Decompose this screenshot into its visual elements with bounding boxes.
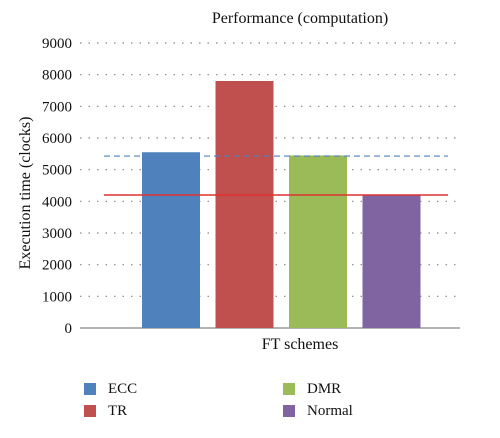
y-tick-label: 2000: [42, 258, 72, 274]
legend-label: TR: [108, 402, 128, 419]
legend-item-normal: Normal: [283, 402, 353, 420]
x-axis-label: FT schemes: [261, 336, 339, 353]
legend-item-ecc: ECC: [84, 380, 137, 398]
legend-swatch: [283, 405, 295, 417]
legend-swatch: [84, 405, 96, 417]
y-tick-label: 6000: [42, 131, 72, 147]
legend-label: Normal: [307, 402, 353, 419]
legend-label: DMR: [307, 380, 342, 397]
legend-swatch: [283, 383, 295, 395]
legend-swatch: [84, 383, 96, 395]
bar-normal: [362, 195, 421, 328]
legend-label: ECC: [108, 380, 138, 397]
y-tick-label: 1000: [42, 289, 72, 305]
bar-ecc: [142, 152, 200, 328]
legend-item-dmr: DMR: [283, 380, 341, 398]
y-tick-label: 9000: [42, 36, 72, 52]
legend-item-tr: TR: [84, 402, 127, 420]
chart-title: Performance (computation): [211, 10, 389, 27]
y-tick-label: 3000: [42, 226, 72, 242]
y-tick-label: 0: [65, 321, 73, 337]
bar-tr: [215, 81, 274, 328]
bar-dmr: [289, 155, 347, 328]
y-tick-label: 7000: [42, 99, 72, 115]
y-tick-label: 4000: [42, 194, 72, 210]
y-tick-label: 5000: [42, 163, 72, 179]
y-tick-label: 8000: [42, 68, 72, 84]
